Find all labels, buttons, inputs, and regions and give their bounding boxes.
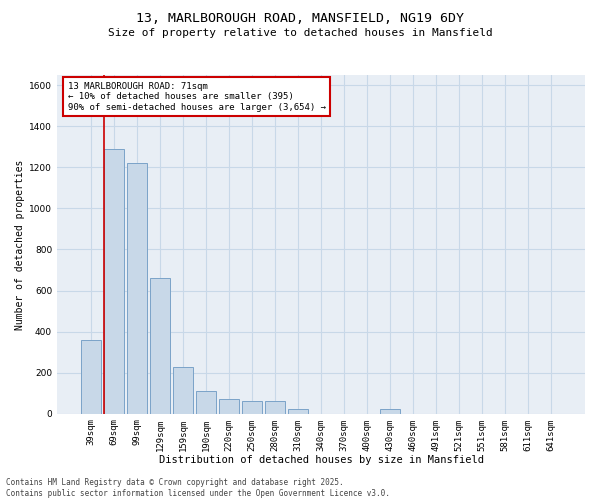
Bar	[380, 408, 400, 414]
X-axis label: Distribution of detached houses by size in Mansfield: Distribution of detached houses by size …	[158, 455, 484, 465]
Y-axis label: Number of detached properties: Number of detached properties	[15, 159, 25, 330]
Text: Size of property relative to detached houses in Mansfield: Size of property relative to detached ho…	[107, 28, 493, 38]
Text: 13, MARLBOROUGH ROAD, MANSFIELD, NG19 6DY: 13, MARLBOROUGH ROAD, MANSFIELD, NG19 6D…	[136, 12, 464, 26]
Text: Contains HM Land Registry data © Crown copyright and database right 2025.
Contai: Contains HM Land Registry data © Crown c…	[6, 478, 390, 498]
Bar	[127, 164, 146, 414]
Bar	[104, 149, 124, 413]
Text: 13 MARLBOROUGH ROAD: 71sqm
← 10% of detached houses are smaller (395)
90% of sem: 13 MARLBOROUGH ROAD: 71sqm ← 10% of deta…	[68, 82, 326, 112]
Bar	[173, 366, 193, 414]
Bar	[288, 408, 308, 414]
Bar	[242, 402, 262, 413]
Bar	[219, 400, 239, 413]
Bar	[81, 340, 101, 413]
Bar	[265, 402, 285, 413]
Bar	[196, 391, 215, 413]
Bar	[150, 278, 170, 413]
